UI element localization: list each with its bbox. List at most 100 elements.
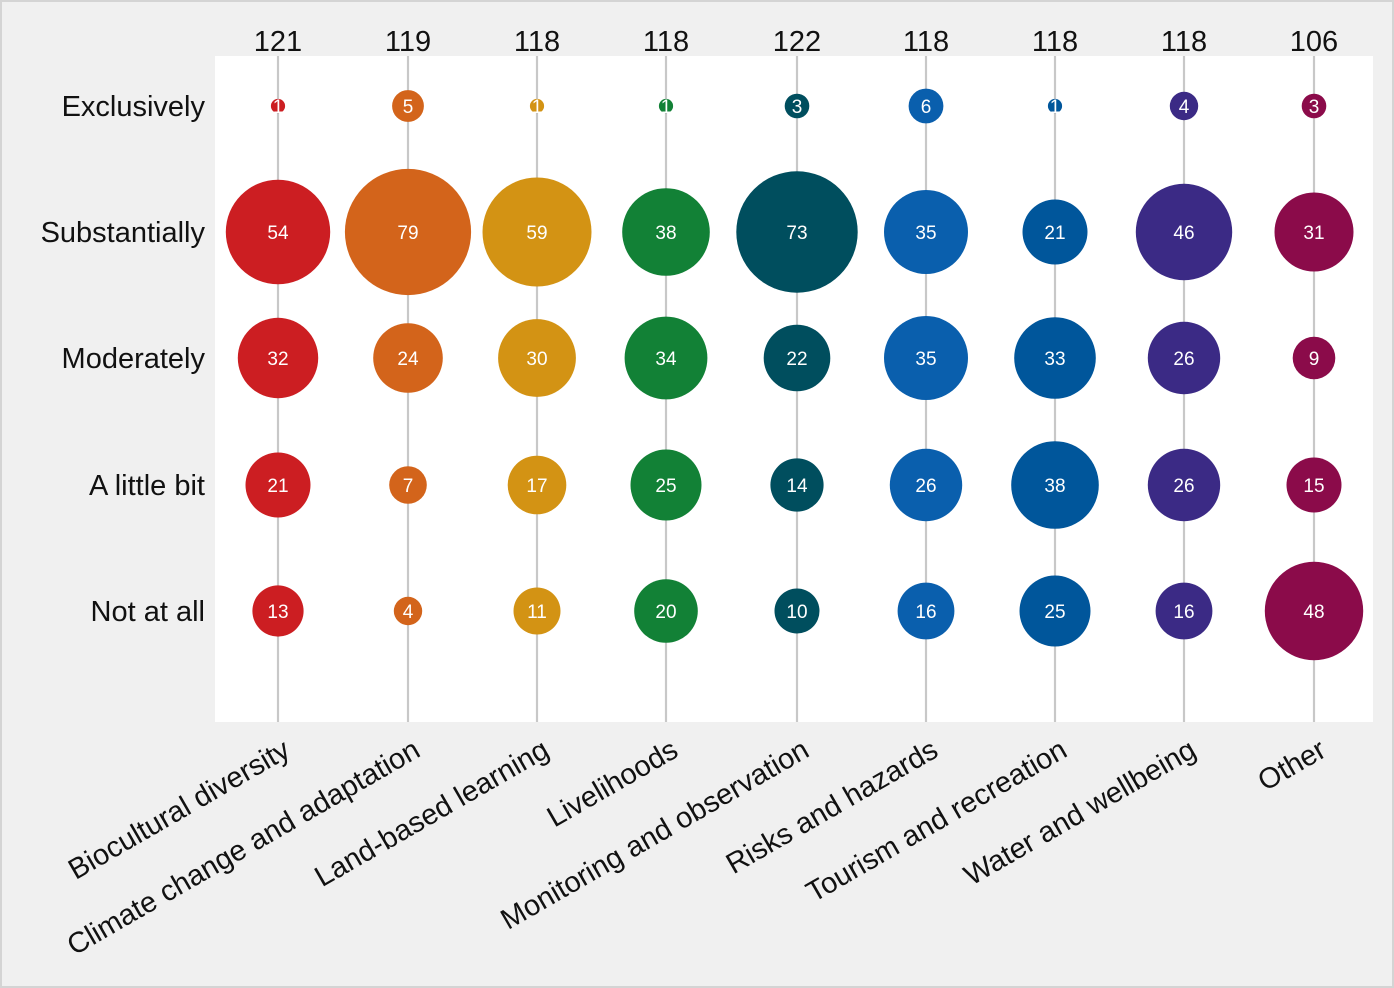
bubble-risks-and-hazards-substantially (884, 190, 968, 274)
bubble-value-water-and-wellbeing-exclusively: 4 (1179, 97, 1190, 118)
bubble-value-monitoring-and-observation-exclusively: 3 (792, 97, 803, 118)
bubble-monitoring-and-observation-exclusively (784, 93, 810, 119)
bubble-value-tourism-and-recreation-substantially: 21 (1044, 223, 1065, 244)
bubble-value-water-and-wellbeing-moderately: 26 (1173, 349, 1194, 370)
bubble-tourism-and-recreation-moderately (1014, 317, 1096, 399)
bubble-biocultural-diversity-substantially (225, 179, 331, 285)
total-label-water-and-wellbeing: 118 (1161, 26, 1207, 58)
row-label-a-little-bit: A little bit (89, 470, 205, 502)
row-label-substantially: Substantially (41, 217, 206, 249)
bubble-tourism-and-recreation-exclusively (1047, 98, 1063, 114)
row-label-moderately: Moderately (62, 343, 206, 375)
total-label-biocultural-diversity: 121 (254, 26, 302, 58)
bubble-value-livelihoods-exclusively: 1 (661, 97, 672, 118)
bubble-livelihoods-exclusively (658, 98, 674, 114)
bubble-other-substantially (1274, 192, 1354, 272)
bubble-tourism-and-recreation-substantially (1022, 199, 1088, 265)
bubble-value-water-and-wellbeing-a-little-bit: 26 (1173, 476, 1194, 497)
bubble-value-tourism-and-recreation-not-at-all: 25 (1044, 602, 1065, 623)
bubble-risks-and-hazards-not-at-all (897, 582, 955, 640)
bubble-value-land-based-learning-exclusively: 1 (532, 97, 543, 118)
category-label-land-based-learning: Land-based learning (309, 734, 554, 894)
row-label-not-at-all: Not at all (91, 596, 205, 628)
bubble-value-other-a-little-bit: 15 (1303, 476, 1324, 497)
category-label-risks-and-hazards: Risks and hazards (721, 734, 944, 881)
bubble-value-other-substantially: 31 (1303, 223, 1324, 244)
bubble-value-biocultural-diversity-not-at-all: 13 (267, 602, 288, 623)
bubble-value-biocultural-diversity-exclusively: 1 (273, 97, 284, 118)
bubble-value-tourism-and-recreation-a-little-bit: 38 (1044, 476, 1065, 497)
bubble-climate-change-and-adaptation-substantially (344, 168, 472, 296)
column-totals: 121 119 118 118 122 118 118 118 106 (254, 26, 1338, 58)
bubble-value-climate-change-and-adaptation-moderately: 24 (397, 349, 419, 370)
bubble-value-climate-change-and-adaptation-a-little-bit: 7 (403, 476, 414, 497)
bubble-climate-change-and-adaptation-moderately (373, 323, 443, 393)
bubble-value-water-and-wellbeing-substantially: 46 (1173, 223, 1194, 244)
bubble-water-and-wellbeing-moderately (1147, 321, 1221, 395)
bubble-value-climate-change-and-adaptation-exclusively: 5 (403, 97, 414, 118)
total-label-monitoring-and-observation: 122 (773, 26, 821, 58)
bubble-biocultural-diversity-moderately (237, 317, 319, 399)
bubble-risks-and-hazards-a-little-bit (889, 448, 963, 522)
bubble-climate-change-and-adaptation-not-at-all (393, 596, 423, 626)
bubble-value-land-based-learning-a-little-bit: 17 (526, 476, 547, 497)
bubble-land-based-learning-exclusively (529, 98, 545, 114)
bubble-monitoring-and-observation-substantially (736, 171, 858, 293)
bubble-land-based-learning-substantially (482, 177, 592, 287)
bubble-value-other-exclusively: 3 (1309, 97, 1320, 118)
bubble-value-land-based-learning-moderately: 30 (526, 349, 547, 370)
bubble-value-risks-and-hazards-substantially: 35 (915, 223, 936, 244)
total-label-livelihoods: 118 (643, 26, 689, 58)
bubble-value-land-based-learning-substantially: 59 (526, 223, 547, 244)
bubble-value-water-and-wellbeing-not-at-all: 16 (1173, 602, 1194, 623)
bubble-other-not-at-all (1264, 561, 1364, 661)
bubble-risks-and-hazards-moderately (884, 316, 968, 400)
bubble-tourism-and-recreation-a-little-bit (1011, 441, 1099, 529)
bubble-tourism-and-recreation-not-at-all (1019, 575, 1091, 647)
bubble-other-exclusively (1301, 93, 1327, 119)
bubble-land-based-learning-moderately (498, 319, 576, 397)
bubble-monitoring-and-observation-not-at-all (774, 588, 820, 634)
bubble-other-a-little-bit (1286, 457, 1342, 513)
category-label-biocultural-diversity: Biocultural diversity (63, 733, 296, 886)
bubble-monitoring-and-observation-a-little-bit (770, 458, 824, 512)
bubble-value-tourism-and-recreation-moderately: 33 (1044, 349, 1065, 370)
total-label-tourism-and-recreation: 118 (1032, 26, 1078, 58)
bubble-livelihoods-substantially (622, 188, 710, 276)
bubble-livelihoods-not-at-all (634, 579, 698, 643)
bubble-monitoring-and-observation-moderately (763, 324, 831, 392)
bubble-biocultural-diversity-exclusively (270, 98, 286, 114)
bubble-value-monitoring-and-observation-substantially: 73 (786, 223, 807, 244)
bubble-value-livelihoods-a-little-bit: 25 (655, 476, 676, 497)
category-label-other: Other (1253, 733, 1332, 797)
bubble-value-biocultural-diversity-substantially: 54 (267, 223, 289, 244)
bubble-value-risks-and-hazards-exclusively: 6 (921, 97, 932, 118)
bubble-value-biocultural-diversity-moderately: 32 (267, 349, 288, 370)
bubble-water-and-wellbeing-not-at-all (1155, 582, 1213, 640)
bubble-value-monitoring-and-observation-moderately: 22 (786, 349, 807, 370)
bubble-value-risks-and-hazards-moderately: 35 (915, 349, 936, 370)
row-label-exclusively: Exclusively (62, 91, 206, 123)
bubble-value-land-based-learning-not-at-all: 11 (527, 602, 547, 623)
bubble-livelihoods-a-little-bit (630, 449, 702, 521)
bubble-value-livelihoods-not-at-all: 20 (655, 602, 676, 623)
bubble-value-risks-and-hazards-not-at-all: 16 (915, 602, 936, 623)
total-label-other: 106 (1290, 26, 1338, 58)
bubble-value-climate-change-and-adaptation-not-at-all: 4 (403, 602, 414, 623)
total-label-land-based-learning: 118 (514, 26, 560, 58)
bubble-value-other-not-at-all: 48 (1303, 602, 1324, 623)
bubble-value-livelihoods-substantially: 38 (655, 223, 676, 244)
row-labels: Exclusively Substantially Moderately A litt… (41, 91, 206, 628)
bubble-value-climate-change-and-adaptation-substantially: 79 (397, 223, 418, 244)
bubble-livelihoods-moderately (624, 316, 708, 400)
bubble-climate-change-and-adaptation-exclusively (392, 90, 424, 122)
total-label-risks-and-hazards: 118 (903, 26, 949, 58)
bubble-value-biocultural-diversity-a-little-bit: 21 (267, 476, 288, 497)
bubble-value-monitoring-and-observation-not-at-all: 10 (786, 602, 807, 623)
bubble-value-tourism-and-recreation-exclusively: 1 (1050, 97, 1061, 118)
bubble-risks-and-hazards-exclusively (908, 88, 944, 124)
